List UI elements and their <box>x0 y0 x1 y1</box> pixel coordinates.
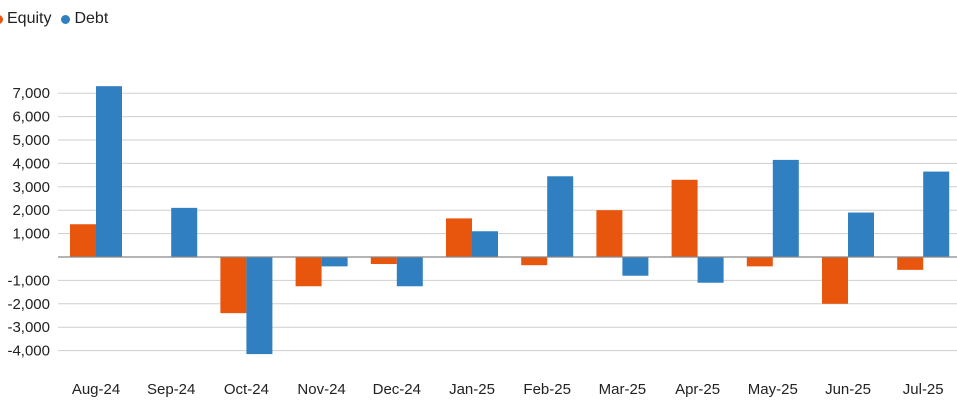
bar-debt-jan-25 <box>472 231 498 257</box>
x-tick-label: Nov-24 <box>297 381 345 398</box>
bar-equity-mar-25 <box>596 210 623 257</box>
x-tick-label: Feb-25 <box>523 381 571 398</box>
bar-equity-nov-24 <box>295 257 322 287</box>
y-tick-label: -2,000 <box>7 296 50 313</box>
bar-debt-jun-25 <box>848 212 874 257</box>
x-tick-label: May-25 <box>748 381 798 398</box>
bar-debt-feb-25 <box>547 176 574 257</box>
x-tick-label: Jun-25 <box>825 381 871 398</box>
x-tick-label: Sep-24 <box>147 381 195 398</box>
legend-item-debt: Debt <box>61 10 108 28</box>
legend-swatch-equity <box>0 14 3 24</box>
bar-debt-aug-24 <box>96 86 122 258</box>
bar-debt-apr-25 <box>697 257 724 283</box>
bar-equity-jun-25 <box>822 257 848 304</box>
y-tick-label: 3,000 <box>12 179 50 196</box>
bar-debt-jul-25 <box>923 171 950 257</box>
bar-debt-sep-24 <box>171 207 198 257</box>
bar-equity-oct-24 <box>220 257 247 314</box>
bar-equity-feb-25 <box>521 257 548 266</box>
bar-debt-dec-24 <box>396 257 423 287</box>
bar-debt-mar-25 <box>622 257 649 276</box>
bar-equity-jan-25 <box>446 218 472 257</box>
bar-equity-may-25 <box>746 257 773 267</box>
x-tick-label: Mar-25 <box>599 381 647 398</box>
legend-label-debt: Debt <box>74 10 109 27</box>
x-tick-label: Oct-24 <box>224 381 269 398</box>
y-tick-label: 5,000 <box>12 132 50 149</box>
x-tick-label: Apr-25 <box>675 381 720 398</box>
bar-debt-oct-24 <box>246 257 273 355</box>
y-tick-label: -1,000 <box>7 272 50 289</box>
bar-equity-dec-24 <box>370 257 397 265</box>
y-tick-label: 6,000 <box>12 109 50 126</box>
x-tick-label: Dec-24 <box>373 381 421 398</box>
y-tick-label: 1,000 <box>12 226 50 243</box>
y-tick-label: -4,000 <box>7 343 50 360</box>
legend-item-equity: Equity <box>0 10 51 28</box>
y-tick-label: 4,000 <box>12 155 50 172</box>
x-tick-label: Aug-24 <box>72 381 120 398</box>
bar-debt-may-25 <box>772 159 799 257</box>
bar-equity-aug-24 <box>70 224 96 257</box>
x-tick-label: Jan-25 <box>449 381 495 398</box>
bar-equity-jul-25 <box>897 257 924 270</box>
y-tick-label: -3,000 <box>7 319 50 336</box>
legend-label-equity: Equity <box>7 10 52 27</box>
y-tick-label: 2,000 <box>12 202 50 219</box>
bar-debt-nov-24 <box>321 257 348 267</box>
legend-swatch-debt <box>61 14 71 24</box>
x-tick-label: Jul-25 <box>903 381 944 398</box>
bar-equity-apr-25 <box>671 179 698 257</box>
chart-legend: Equity Debt <box>0 10 118 28</box>
y-tick-label: 7,000 <box>12 85 50 102</box>
